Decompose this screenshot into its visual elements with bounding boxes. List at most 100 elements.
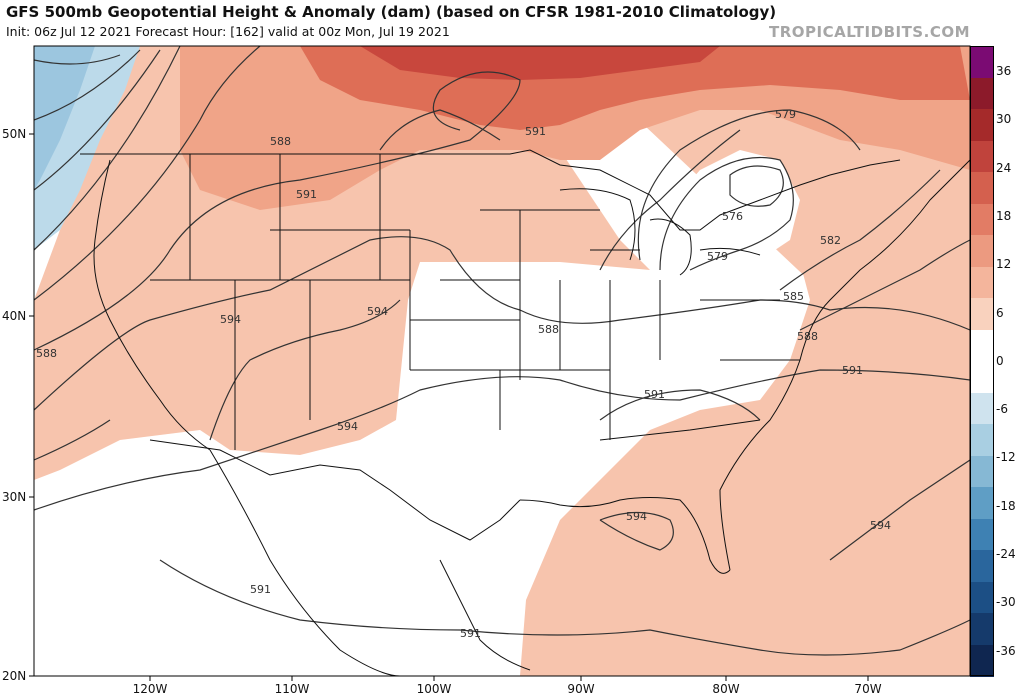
colorbar-label: -24 (996, 547, 1016, 561)
contour-label: 591 (525, 125, 546, 138)
contour-label: 582 (820, 234, 841, 247)
lat-label-50n: 50N (2, 127, 27, 141)
watermark: TROPICALTIDBITS.COM (769, 23, 970, 41)
coastline-west (93, 159, 211, 451)
colorbar-segment (970, 518, 994, 551)
contour-line (34, 236, 970, 411)
contour-label: 594 (220, 313, 241, 326)
colorbar-segment (970, 487, 994, 519)
contour-label: 594 (367, 305, 388, 318)
colorbar-label: -18 (996, 499, 1016, 513)
colorbar-segment (970, 266, 994, 299)
colorbar-segment (970, 424, 994, 456)
contour-label: 591 (296, 188, 317, 201)
contour-line (209, 299, 401, 441)
contour-line (34, 419, 111, 461)
contour-line (34, 49, 161, 191)
colorbar-segment (970, 455, 994, 488)
map-subtitle: Init: 06z Jul 12 2021 Forecast Hour: [16… (6, 24, 450, 39)
colorbar-segment (970, 140, 994, 173)
colorbar-segment (970, 392, 994, 425)
contour-line (599, 389, 761, 421)
contour-label: 576 (722, 210, 743, 223)
colorbar-label: -30 (996, 595, 1016, 609)
colorbar-segment (970, 46, 994, 78)
contour-label: 585 (783, 290, 804, 303)
colorbar-label: 24 (996, 161, 1012, 175)
contour-line (829, 459, 970, 561)
colorbar-label: 30 (996, 112, 1012, 126)
contour-line (34, 46, 261, 301)
colorbar-frame (970, 46, 994, 676)
lat-label-30n: 30N (2, 490, 27, 504)
contour-label: 594 (337, 420, 358, 433)
colorbar-segment (970, 613, 994, 645)
anomaly-negative-mid (34, 46, 95, 190)
colorbar-label: -12 (996, 450, 1016, 464)
lon-label-80w: 80W (712, 682, 740, 696)
colorbar-segment (970, 77, 994, 110)
contour-line (729, 165, 784, 207)
colorbar-label: 12 (996, 257, 1012, 271)
colorbar-segment (970, 235, 994, 267)
colorbar-segment (970, 550, 994, 582)
map-title: GFS 500mb Geopotential Height & Anomaly … (6, 3, 777, 21)
anomaly-positive-deep (360, 46, 720, 80)
contour-line (637, 109, 861, 261)
anomaly-positive-east (520, 46, 970, 676)
contour-label: 579 (707, 250, 728, 263)
coastline-mexico (209, 449, 531, 676)
colorbar-segment (970, 203, 994, 236)
coastline-gulf (519, 497, 731, 574)
contour-line (379, 109, 501, 151)
coastline-east (719, 159, 970, 571)
contour-label: 579 (775, 108, 796, 121)
us-mexico-border (149, 439, 521, 541)
contour-line (599, 129, 741, 271)
contour-label: 588 (270, 135, 291, 148)
contour-line (34, 49, 141, 121)
contour-label: 591 (842, 364, 863, 377)
colorbar-segment (970, 109, 994, 141)
lat-label-40n: 40N (2, 309, 27, 323)
colorbar-segment (970, 298, 994, 330)
contour-label: 591 (460, 627, 481, 640)
colorbar (970, 46, 994, 677)
political-boundaries (80, 149, 970, 676)
colorbar-label: -36 (996, 644, 1016, 658)
colorbar-label: 6 (996, 306, 1004, 320)
contour-line (34, 54, 121, 65)
lon-label-110w: 110W (274, 682, 310, 696)
contour-line (159, 559, 970, 656)
contour-label: 594 (626, 510, 647, 523)
contour-label: 591 (644, 388, 665, 401)
great-lakes (559, 188, 761, 276)
contour-label: 588 (797, 330, 818, 343)
us-canada-border (80, 149, 901, 231)
lon-label-90w: 90W (567, 682, 595, 696)
contour-label: 594 (870, 519, 891, 532)
colorbar-label: 0 (996, 354, 1004, 368)
contour-line (34, 46, 181, 251)
colorbar-segment (970, 644, 994, 677)
colorbar-label: 18 (996, 209, 1012, 223)
contour-line (799, 239, 970, 331)
lon-label-70w: 70W (854, 682, 882, 696)
lon-label-100w: 100W (416, 682, 452, 696)
contour-label: 591 (250, 583, 271, 596)
colorbar-segment (970, 581, 994, 614)
contour-line (34, 369, 970, 511)
anomaly-negative-light-ne (660, 150, 800, 270)
contour-label: 588 (36, 347, 57, 360)
colorbar-segment (970, 172, 994, 204)
contour-line (779, 169, 941, 291)
state-lines (150, 154, 800, 450)
contour-label: 588 (538, 323, 559, 336)
colorbar-label: 36 (996, 64, 1012, 78)
colorbar-segment (970, 329, 994, 362)
axis-ticks (29, 133, 869, 681)
lon-label-120w: 120W (132, 682, 168, 696)
contour-line (599, 511, 674, 551)
colorbar-segment (970, 361, 994, 393)
